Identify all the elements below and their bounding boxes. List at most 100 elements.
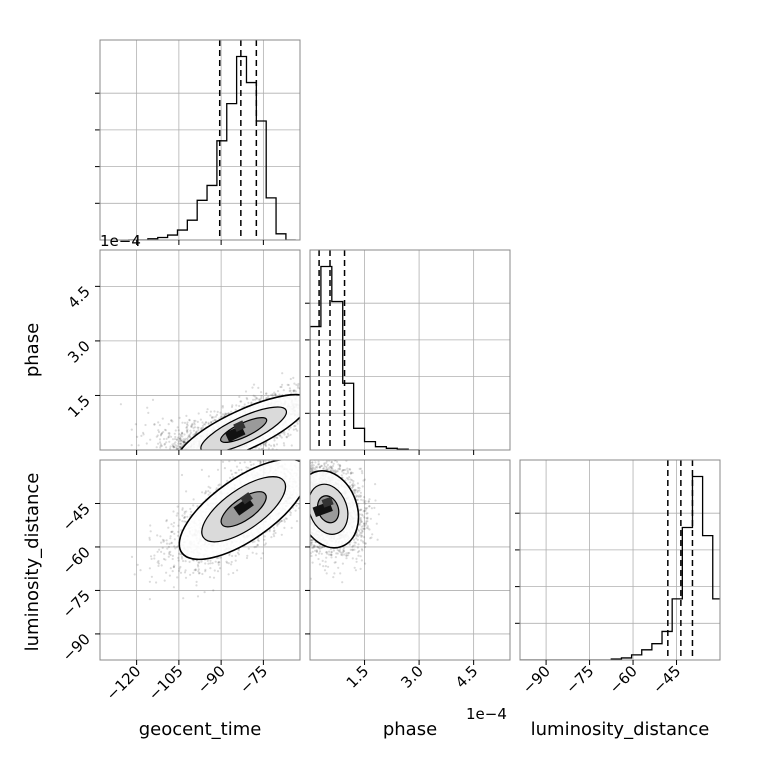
scatter-point <box>326 442 328 444</box>
scatter-point <box>197 568 200 571</box>
histogram-bar <box>246 83 256 240</box>
scatter-point <box>270 393 273 396</box>
scatter-point <box>255 545 258 548</box>
scatter-point <box>149 438 152 441</box>
scatter-point <box>290 526 293 530</box>
scatter-point <box>292 389 295 392</box>
scatter-point <box>172 446 175 449</box>
scatter-point <box>238 404 241 408</box>
scatter-point <box>133 573 136 576</box>
scatter-point <box>294 509 297 512</box>
scatter-point <box>191 422 194 425</box>
scatter-point <box>283 431 286 434</box>
scatter-point <box>179 435 182 438</box>
scatter-point <box>358 445 360 447</box>
scatter-point <box>320 378 322 380</box>
scatter-point <box>287 383 290 387</box>
scatter-point <box>249 460 252 463</box>
scatter-point <box>316 384 318 386</box>
scatter-point <box>185 429 188 432</box>
scatter-point <box>250 401 253 404</box>
scatter-point <box>234 471 237 474</box>
scatter-point <box>302 413 304 415</box>
scatter-point <box>307 485 309 487</box>
scatter-point <box>303 407 305 409</box>
scatter-point <box>179 442 182 445</box>
scatter-point <box>362 445 364 447</box>
scatter-point <box>304 419 306 421</box>
scatter-point <box>240 468 243 471</box>
scatter-point <box>327 407 329 409</box>
scatter-point <box>289 447 291 449</box>
scatter-point <box>168 542 171 546</box>
scatter-point <box>296 386 299 389</box>
scatter-point <box>207 475 210 478</box>
scatter-point <box>169 550 172 554</box>
histogram-bar <box>227 104 237 240</box>
scatter-point <box>316 411 318 413</box>
scatter-point <box>325 451 327 453</box>
scatter-point <box>200 560 203 563</box>
scatter-point <box>301 408 303 410</box>
scatter-point <box>169 447 172 450</box>
scatter-point <box>368 363 370 365</box>
scatter-point <box>324 416 326 418</box>
scatter-point <box>302 467 304 469</box>
scatter-point <box>167 423 170 426</box>
scatter-point <box>196 563 199 567</box>
scatter-point <box>300 402 302 404</box>
scatter-point <box>171 438 175 441</box>
scatter-point <box>184 569 187 572</box>
scatter-point <box>186 428 189 431</box>
scatter-point <box>312 408 314 410</box>
scatter-point <box>197 412 200 415</box>
scatter-point <box>304 486 306 488</box>
scatter-point <box>237 549 240 552</box>
scatter-point <box>193 419 196 422</box>
scatter-point <box>286 455 288 457</box>
scatter-point <box>168 440 171 443</box>
scatter-point <box>179 571 183 574</box>
histogram-bar <box>354 428 365 450</box>
scatter-point <box>178 552 181 555</box>
scatter-point <box>204 491 207 494</box>
scatter-point <box>201 421 204 424</box>
scatter-point <box>311 407 313 409</box>
scatter-point <box>302 415 304 417</box>
scatter-point <box>173 432 176 435</box>
scatter-point <box>180 440 183 443</box>
scatter-point <box>186 430 189 433</box>
scatter-point <box>330 447 332 449</box>
scatter-point <box>259 398 262 401</box>
scatter-point <box>304 417 306 419</box>
scatter-point <box>231 554 234 558</box>
scatter-point <box>167 435 170 439</box>
scatter-point <box>279 520 282 523</box>
scatter-point <box>183 433 186 436</box>
scatter-point <box>305 397 307 399</box>
scatter-point <box>178 518 181 521</box>
histogram-bar <box>168 235 178 240</box>
scatter-point <box>183 441 186 444</box>
scatter-point <box>180 555 183 559</box>
scatter-point <box>199 418 202 421</box>
scatter-point <box>165 571 168 574</box>
scatter-point <box>302 397 304 399</box>
scatter-point <box>159 441 162 444</box>
scatter-point <box>158 548 161 551</box>
scatter-point <box>212 419 215 423</box>
scatter-point <box>313 379 315 381</box>
scatter-point <box>193 569 196 572</box>
scatter-point <box>169 553 172 557</box>
scatter-point <box>326 399 328 401</box>
scatter-point <box>319 386 321 388</box>
scatter-point <box>179 442 182 445</box>
scatter-point <box>180 473 184 477</box>
scatter-point <box>167 555 170 558</box>
histogram-bar <box>332 302 343 450</box>
scatter-point <box>252 383 256 386</box>
scatter-point <box>148 567 151 570</box>
scatter-point <box>289 513 292 517</box>
scatter-point <box>314 398 316 400</box>
scatter-point <box>309 457 311 459</box>
